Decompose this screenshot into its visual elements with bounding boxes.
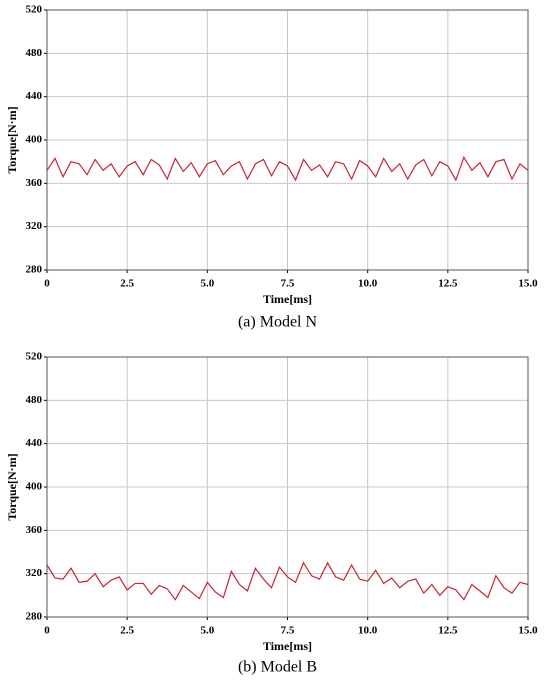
x-tick-label: 2.5 <box>120 625 134 637</box>
y-axis-title: Torque[N·m] <box>5 453 19 520</box>
y-tick-label: 320 <box>26 567 43 579</box>
y-tick-label: 400 <box>26 481 43 493</box>
x-tick-label: 15.0 <box>518 625 538 637</box>
torque-line <box>46 155 529 182</box>
x-tick-label: 15.0 <box>518 278 538 290</box>
y-tick-label: 320 <box>26 220 43 232</box>
y-tick-label: 360 <box>26 524 43 536</box>
x-tick-label: 0 <box>44 625 50 637</box>
x-axis-title: Time[ms] <box>263 639 312 653</box>
plot-frame <box>46 9 529 271</box>
caption: (a) Model N <box>238 314 318 331</box>
y-tick-label: 280 <box>26 264 43 276</box>
x-tick-label: 2.5 <box>120 278 134 290</box>
plot-frame <box>46 356 529 618</box>
x-axis-title: Time[ms] <box>263 292 312 306</box>
x-tick-label: 7.5 <box>281 625 295 637</box>
x-tick-label: 10.0 <box>358 625 378 637</box>
y-axis-title: Torque[N·m] <box>5 106 19 173</box>
x-tick-label: 12.5 <box>438 625 458 637</box>
x-tick-label: 0 <box>44 278 50 290</box>
x-tick-label: 12.5 <box>438 278 458 290</box>
y-tick-label: 480 <box>26 394 43 406</box>
x-tick-label: 7.5 <box>281 278 295 290</box>
x-tick-label: 5.0 <box>200 625 214 637</box>
torque-line <box>46 561 529 601</box>
x-tick-label: 5.0 <box>200 278 214 290</box>
y-tick-label: 360 <box>26 177 43 189</box>
y-tick-label: 440 <box>26 90 43 102</box>
y-tick-label: 520 <box>26 351 43 363</box>
caption: (b) Model B <box>238 659 317 676</box>
y-tick-label: 480 <box>26 47 43 59</box>
y-tick-label: 520 <box>26 4 43 16</box>
y-tick-label: 440 <box>26 437 43 449</box>
y-tick-label: 400 <box>26 134 43 146</box>
y-tick-label: 280 <box>26 611 43 623</box>
x-tick-label: 10.0 <box>358 278 378 290</box>
